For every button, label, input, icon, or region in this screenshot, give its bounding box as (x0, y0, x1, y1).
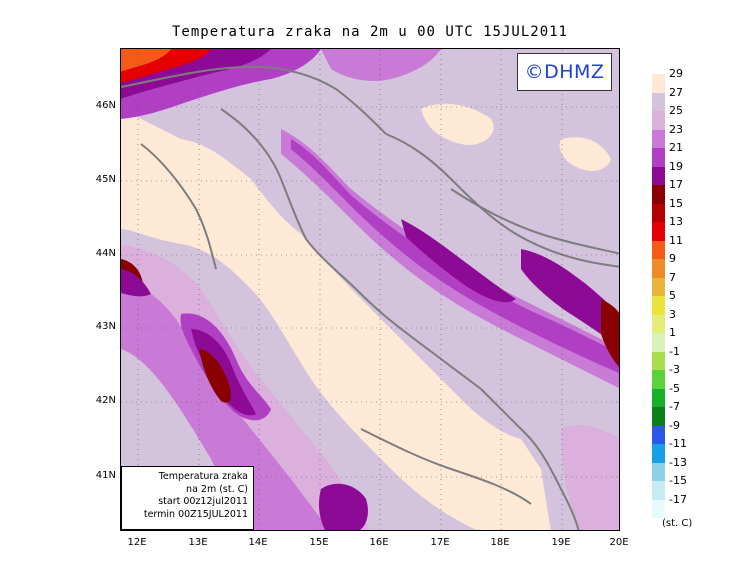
x-tick-label: 19E (551, 537, 571, 548)
legend-label: 17 (669, 178, 683, 191)
legend-swatch (652, 462, 665, 481)
legend-swatch (652, 481, 665, 500)
legend-label: 11 (669, 233, 683, 247)
legend-entry: 3 (652, 308, 732, 333)
y-tick-label: 43N (95, 321, 116, 332)
legend-entry: -11 (652, 437, 732, 463)
legend-unit: (st. C) (662, 518, 693, 529)
legend-swatch (652, 444, 665, 463)
y-tick-label: 41N (95, 470, 116, 481)
legend-entry: 23 (652, 123, 732, 148)
legend-swatch (652, 333, 665, 352)
legend-label: -5 (669, 381, 680, 395)
legend-swatch (652, 222, 665, 241)
x-tick-label: 20E (609, 537, 629, 548)
y-tick-label: 44N (95, 248, 116, 259)
info-line-start: start 00z12jul2011 (158, 496, 248, 507)
temperature-map (120, 48, 620, 531)
legend-label: 5 (669, 289, 676, 302)
legend-entry: -1 (652, 345, 732, 370)
info-line-units: na 2m (st. C) (186, 483, 248, 495)
legend-entry: -5 (652, 382, 732, 407)
info-box: Temperatura zraka na 2m (st. C) start 00… (121, 466, 254, 530)
legend-swatch (652, 388, 665, 407)
info-line-variable: Temperatura zraka (158, 471, 248, 482)
legend-entry: -3 (652, 363, 732, 389)
legend-swatch (652, 203, 665, 222)
legend-entry: -17 (652, 493, 732, 518)
legend-swatch (652, 259, 665, 278)
legend-entry: -9 (652, 419, 732, 444)
temperature-field (121, 49, 619, 530)
info-line-valid: termin 00Z15JUL2011 (143, 508, 248, 520)
legend-label: 1 (669, 326, 676, 339)
legend-entry: 9 (652, 252, 732, 278)
y-tick-label: 45N (95, 174, 116, 185)
legend-label: -15 (669, 474, 687, 487)
legend-entry: 19 (652, 160, 732, 185)
x-tick-label: 14E (248, 537, 268, 548)
map-title: Temperatura zraka na 2m u 00 UTC 15JUL20… (171, 24, 568, 40)
legend-entry: 21 (652, 141, 732, 167)
legend-entry: 25 (652, 104, 732, 130)
legend-label: 3 (669, 307, 676, 321)
y-tick-label: 46N (95, 100, 116, 111)
x-tick-label: 18E (490, 537, 510, 548)
legend-swatch (652, 370, 665, 389)
legend-label: 19 (669, 159, 683, 173)
legend-swatch (652, 185, 665, 204)
legend-label: 27 (669, 85, 683, 99)
legend-label: -13 (669, 455, 687, 469)
legend-label: -7 (669, 400, 680, 413)
legend-entry: 1 (652, 326, 732, 352)
legend-label: -3 (669, 363, 680, 376)
color-legend: 29 27 25 23 21 19 17 15 13 11 9 7 5 3 1 -1 -3 -5 -7 -9 -11 -1… (652, 67, 732, 518)
legend-entry: 27 (652, 86, 732, 111)
legend-entry: 15 (652, 197, 732, 222)
legend-label: 21 (669, 141, 683, 154)
legend-label: 29 (669, 67, 683, 80)
legend-swatch (652, 74, 665, 93)
legend-swatch (652, 92, 665, 111)
legend-entry: -15 (652, 474, 732, 500)
legend-label: -17 (669, 492, 687, 506)
x-tick-label: 16E (369, 537, 389, 548)
legend-label: 15 (669, 196, 683, 210)
legend-swatch (652, 296, 665, 315)
legend-swatch (652, 314, 665, 333)
legend-label: 25 (669, 104, 683, 117)
legend-label: -11 (669, 437, 687, 450)
legend-label: 23 (669, 122, 683, 136)
legend-swatch (652, 129, 665, 148)
legend-entry: -13 (652, 456, 732, 481)
legend-swatch (652, 111, 665, 130)
legend-swatch (652, 240, 665, 259)
x-tick-label: 17E (430, 537, 450, 548)
legend-swatch (652, 277, 665, 296)
x-tick-label: 13E (188, 537, 208, 548)
legend-entry: 11 (652, 234, 732, 259)
x-tick-label: 15E (309, 537, 329, 548)
legend-swatch (652, 499, 665, 518)
legend-label: 7 (669, 270, 676, 284)
legend-entry: 7 (652, 271, 732, 296)
legend-swatch (652, 407, 665, 426)
legend-label: -9 (669, 418, 680, 432)
legend-swatch (652, 148, 665, 167)
dhmz-watermark: ©DHMZ (517, 53, 612, 91)
x-tick-label: 12E (127, 537, 147, 548)
legend-swatch (652, 425, 665, 444)
legend-entry: 13 (652, 215, 732, 241)
legend-label: 9 (669, 252, 676, 265)
legend-label: -1 (669, 344, 680, 358)
legend-swatch (652, 166, 665, 185)
legend-entry: 29 (652, 67, 732, 93)
legend-swatch (652, 351, 665, 370)
legend-label: 13 (669, 215, 683, 228)
legend-entry: -7 (652, 400, 732, 426)
y-tick-label: 42N (95, 395, 116, 406)
legend-entry: 17 (652, 178, 732, 204)
legend-entry: 5 (652, 289, 732, 315)
